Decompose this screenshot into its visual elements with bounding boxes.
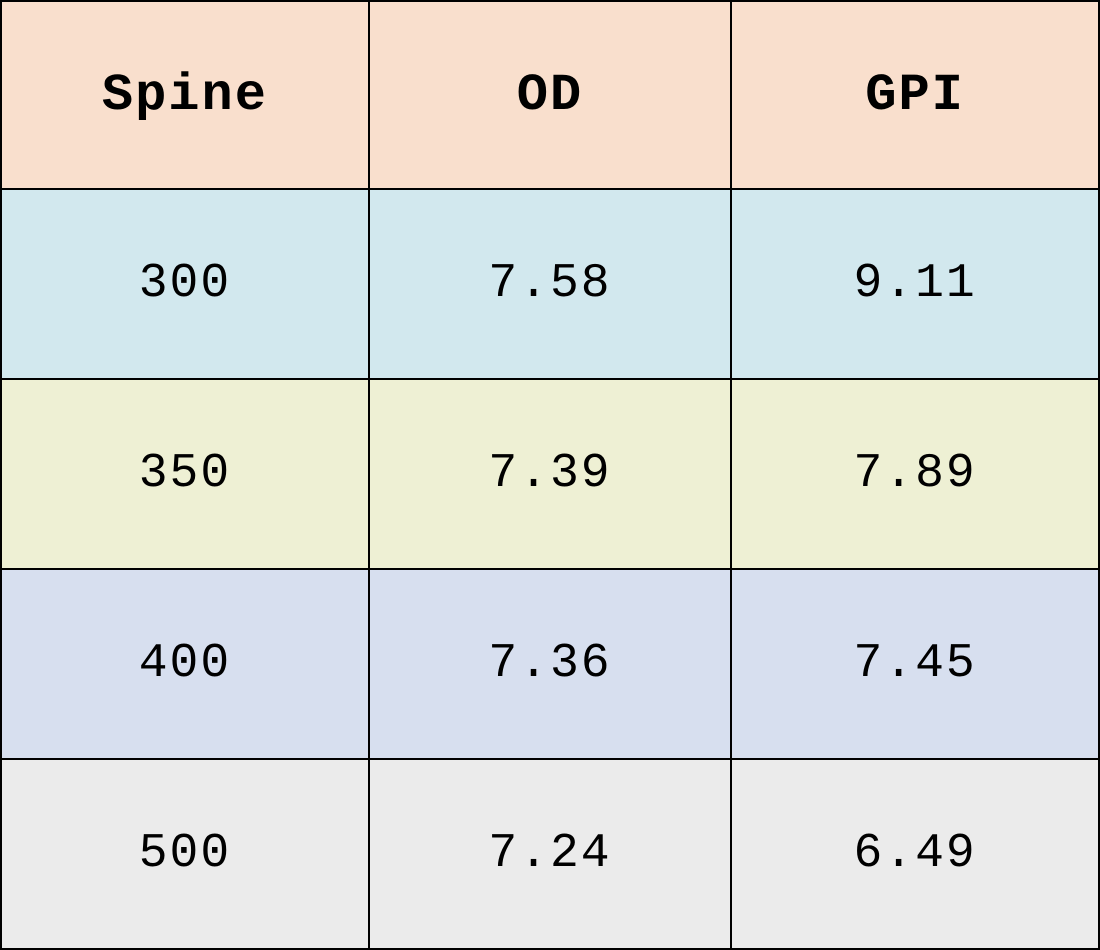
table-row: 400 7.36 7.45 [1, 569, 1099, 759]
cell-spine: 350 [1, 379, 369, 569]
cell-gpi: 7.89 [731, 379, 1099, 569]
cell-spine: 300 [1, 189, 369, 379]
cell-gpi: 9.11 [731, 189, 1099, 379]
cell-od: 7.39 [369, 379, 731, 569]
table-row: 350 7.39 7.89 [1, 379, 1099, 569]
table-row: 300 7.58 9.11 [1, 189, 1099, 379]
spine-table-container: Spine OD GPI 300 7.58 9.11 350 7.39 7.89… [0, 0, 1100, 948]
col-header-gpi: GPI [731, 1, 1099, 189]
col-header-od: OD [369, 1, 731, 189]
cell-spine: 400 [1, 569, 369, 759]
cell-od: 7.58 [369, 189, 731, 379]
table-row: 500 7.24 6.49 [1, 759, 1099, 949]
cell-gpi: 7.45 [731, 569, 1099, 759]
cell-spine: 500 [1, 759, 369, 949]
cell-od: 7.36 [369, 569, 731, 759]
table-header-row: Spine OD GPI [1, 1, 1099, 189]
cell-od: 7.24 [369, 759, 731, 949]
col-header-spine: Spine [1, 1, 369, 189]
spine-table: Spine OD GPI 300 7.58 9.11 350 7.39 7.89… [0, 0, 1100, 950]
cell-gpi: 6.49 [731, 759, 1099, 949]
